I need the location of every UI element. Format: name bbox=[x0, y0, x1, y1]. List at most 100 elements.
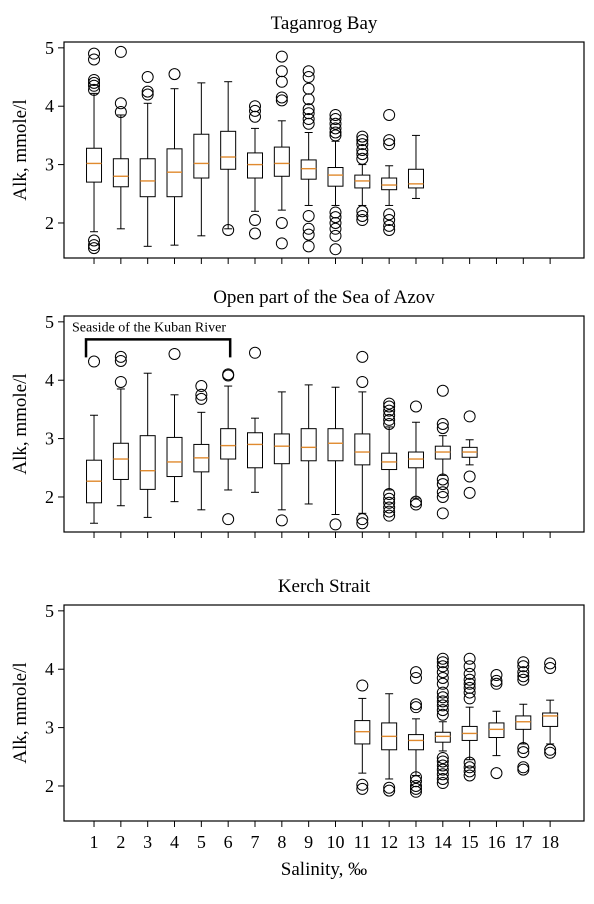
outlier-point bbox=[383, 509, 396, 522]
x-tick-label: 10 bbox=[326, 832, 344, 852]
panel-title: Open part of the Sea of Azov bbox=[213, 287, 435, 308]
outlier-point bbox=[383, 138, 396, 151]
box-18 bbox=[542, 657, 559, 759]
outlier-point bbox=[195, 380, 208, 393]
outlier-point bbox=[436, 768, 449, 781]
y-tick-label: 3 bbox=[45, 429, 54, 449]
x-tick-label: 16 bbox=[487, 832, 505, 852]
y-tick-label: 4 bbox=[45, 96, 54, 116]
box-10 bbox=[327, 108, 344, 256]
x-tick-label: 9 bbox=[304, 832, 313, 852]
box-iqr bbox=[354, 433, 371, 466]
x-tick-label: 17 bbox=[514, 832, 532, 852]
outlier-point bbox=[329, 243, 342, 256]
outlier-point bbox=[141, 71, 154, 84]
box-6 bbox=[220, 81, 237, 236]
panel-taganrog-bay: Taganrog Bay Alk, mmole/l 2 3 4 5 bbox=[10, 13, 585, 264]
outlier-point bbox=[409, 782, 422, 795]
y-tick-label: 2 bbox=[45, 213, 54, 233]
outlier-point bbox=[356, 375, 369, 388]
outlier-point bbox=[490, 767, 503, 780]
box-9 bbox=[300, 65, 317, 253]
outlier-point bbox=[409, 698, 422, 711]
box-12 bbox=[381, 397, 398, 522]
outlier-point bbox=[463, 686, 476, 699]
outlier-point bbox=[436, 759, 449, 772]
box-13 bbox=[407, 134, 424, 199]
outlier-point bbox=[517, 742, 530, 755]
outlier-point bbox=[463, 486, 476, 499]
outlier-point bbox=[383, 223, 396, 236]
outlier-point bbox=[383, 404, 396, 417]
outlier-point bbox=[409, 498, 422, 511]
outlier-point bbox=[517, 670, 530, 683]
outlier-point bbox=[275, 65, 288, 78]
outlier-point bbox=[356, 209, 369, 222]
x-tick-label: 5 bbox=[197, 832, 206, 852]
box-iqr bbox=[247, 432, 264, 469]
outlier-point bbox=[436, 490, 449, 503]
outlier-point bbox=[329, 222, 342, 235]
y-axis-label: Alk, mmole/l bbox=[10, 662, 31, 763]
outlier-point bbox=[383, 488, 396, 501]
outlier-point bbox=[463, 677, 476, 690]
box-iqr bbox=[112, 158, 129, 188]
outlier-point bbox=[409, 771, 422, 784]
outlier-point bbox=[329, 206, 342, 219]
y-axis-label: Alk, mmole/l bbox=[10, 99, 31, 200]
box-4 bbox=[166, 68, 183, 246]
outlier-point bbox=[383, 208, 396, 221]
outlier-point bbox=[409, 666, 422, 679]
outlier-point bbox=[88, 73, 101, 86]
x-tick-label: 3 bbox=[143, 832, 152, 852]
outlier-point bbox=[463, 470, 476, 483]
outlier-point bbox=[436, 671, 449, 684]
x-tick-label: 11 bbox=[354, 832, 371, 852]
outlier-point bbox=[114, 45, 127, 58]
x-tick-label: 13 bbox=[407, 832, 425, 852]
box-14 bbox=[434, 384, 451, 520]
box-8 bbox=[273, 391, 290, 527]
annotation-bracket bbox=[84, 338, 232, 358]
outlier-point bbox=[517, 656, 530, 669]
outlier-point bbox=[249, 104, 262, 117]
box-12 bbox=[381, 693, 398, 797]
outlier-point bbox=[356, 778, 369, 791]
outlier-point bbox=[329, 108, 342, 121]
outlier-point bbox=[436, 777, 449, 790]
x-tick-label: 2 bbox=[116, 832, 125, 852]
outlier-point bbox=[356, 134, 369, 147]
panel-open-sea-of-azov: Open part of the Sea of Azov Alk, mmole/… bbox=[10, 287, 585, 538]
x-tick-label: 15 bbox=[461, 832, 479, 852]
outlier-point bbox=[383, 492, 396, 505]
outlier-point bbox=[249, 100, 262, 113]
box-13 bbox=[407, 400, 424, 511]
outlier-point bbox=[383, 784, 396, 797]
outlier-point bbox=[436, 652, 449, 665]
outlier-point bbox=[88, 83, 101, 96]
outlier-point bbox=[436, 473, 449, 486]
box-16 bbox=[488, 669, 505, 780]
box-14 bbox=[434, 652, 451, 790]
outlier-point bbox=[463, 673, 476, 686]
box-iqr bbox=[139, 158, 156, 198]
outlier-point bbox=[249, 214, 262, 227]
outlier-point bbox=[329, 122, 342, 135]
outlier-point bbox=[195, 388, 208, 401]
outlier-point bbox=[463, 667, 476, 680]
outlier-point bbox=[275, 91, 288, 104]
outlier-point bbox=[436, 708, 449, 721]
outlier-point bbox=[302, 240, 315, 253]
outlier-point bbox=[356, 138, 369, 151]
outlier-point bbox=[463, 652, 476, 665]
outlier-point bbox=[409, 400, 422, 413]
outlier-point bbox=[275, 94, 288, 107]
box-iqr bbox=[139, 435, 156, 490]
outlier-point bbox=[383, 413, 396, 426]
outlier-point bbox=[356, 148, 369, 161]
panel-kerch-strait: Kerch Strait Alk, mmole/l Salinity, ‰ 23… bbox=[10, 576, 585, 880]
box-10 bbox=[327, 386, 344, 531]
box-9 bbox=[300, 384, 317, 505]
outlier-point bbox=[302, 222, 315, 235]
box-5 bbox=[193, 380, 210, 511]
